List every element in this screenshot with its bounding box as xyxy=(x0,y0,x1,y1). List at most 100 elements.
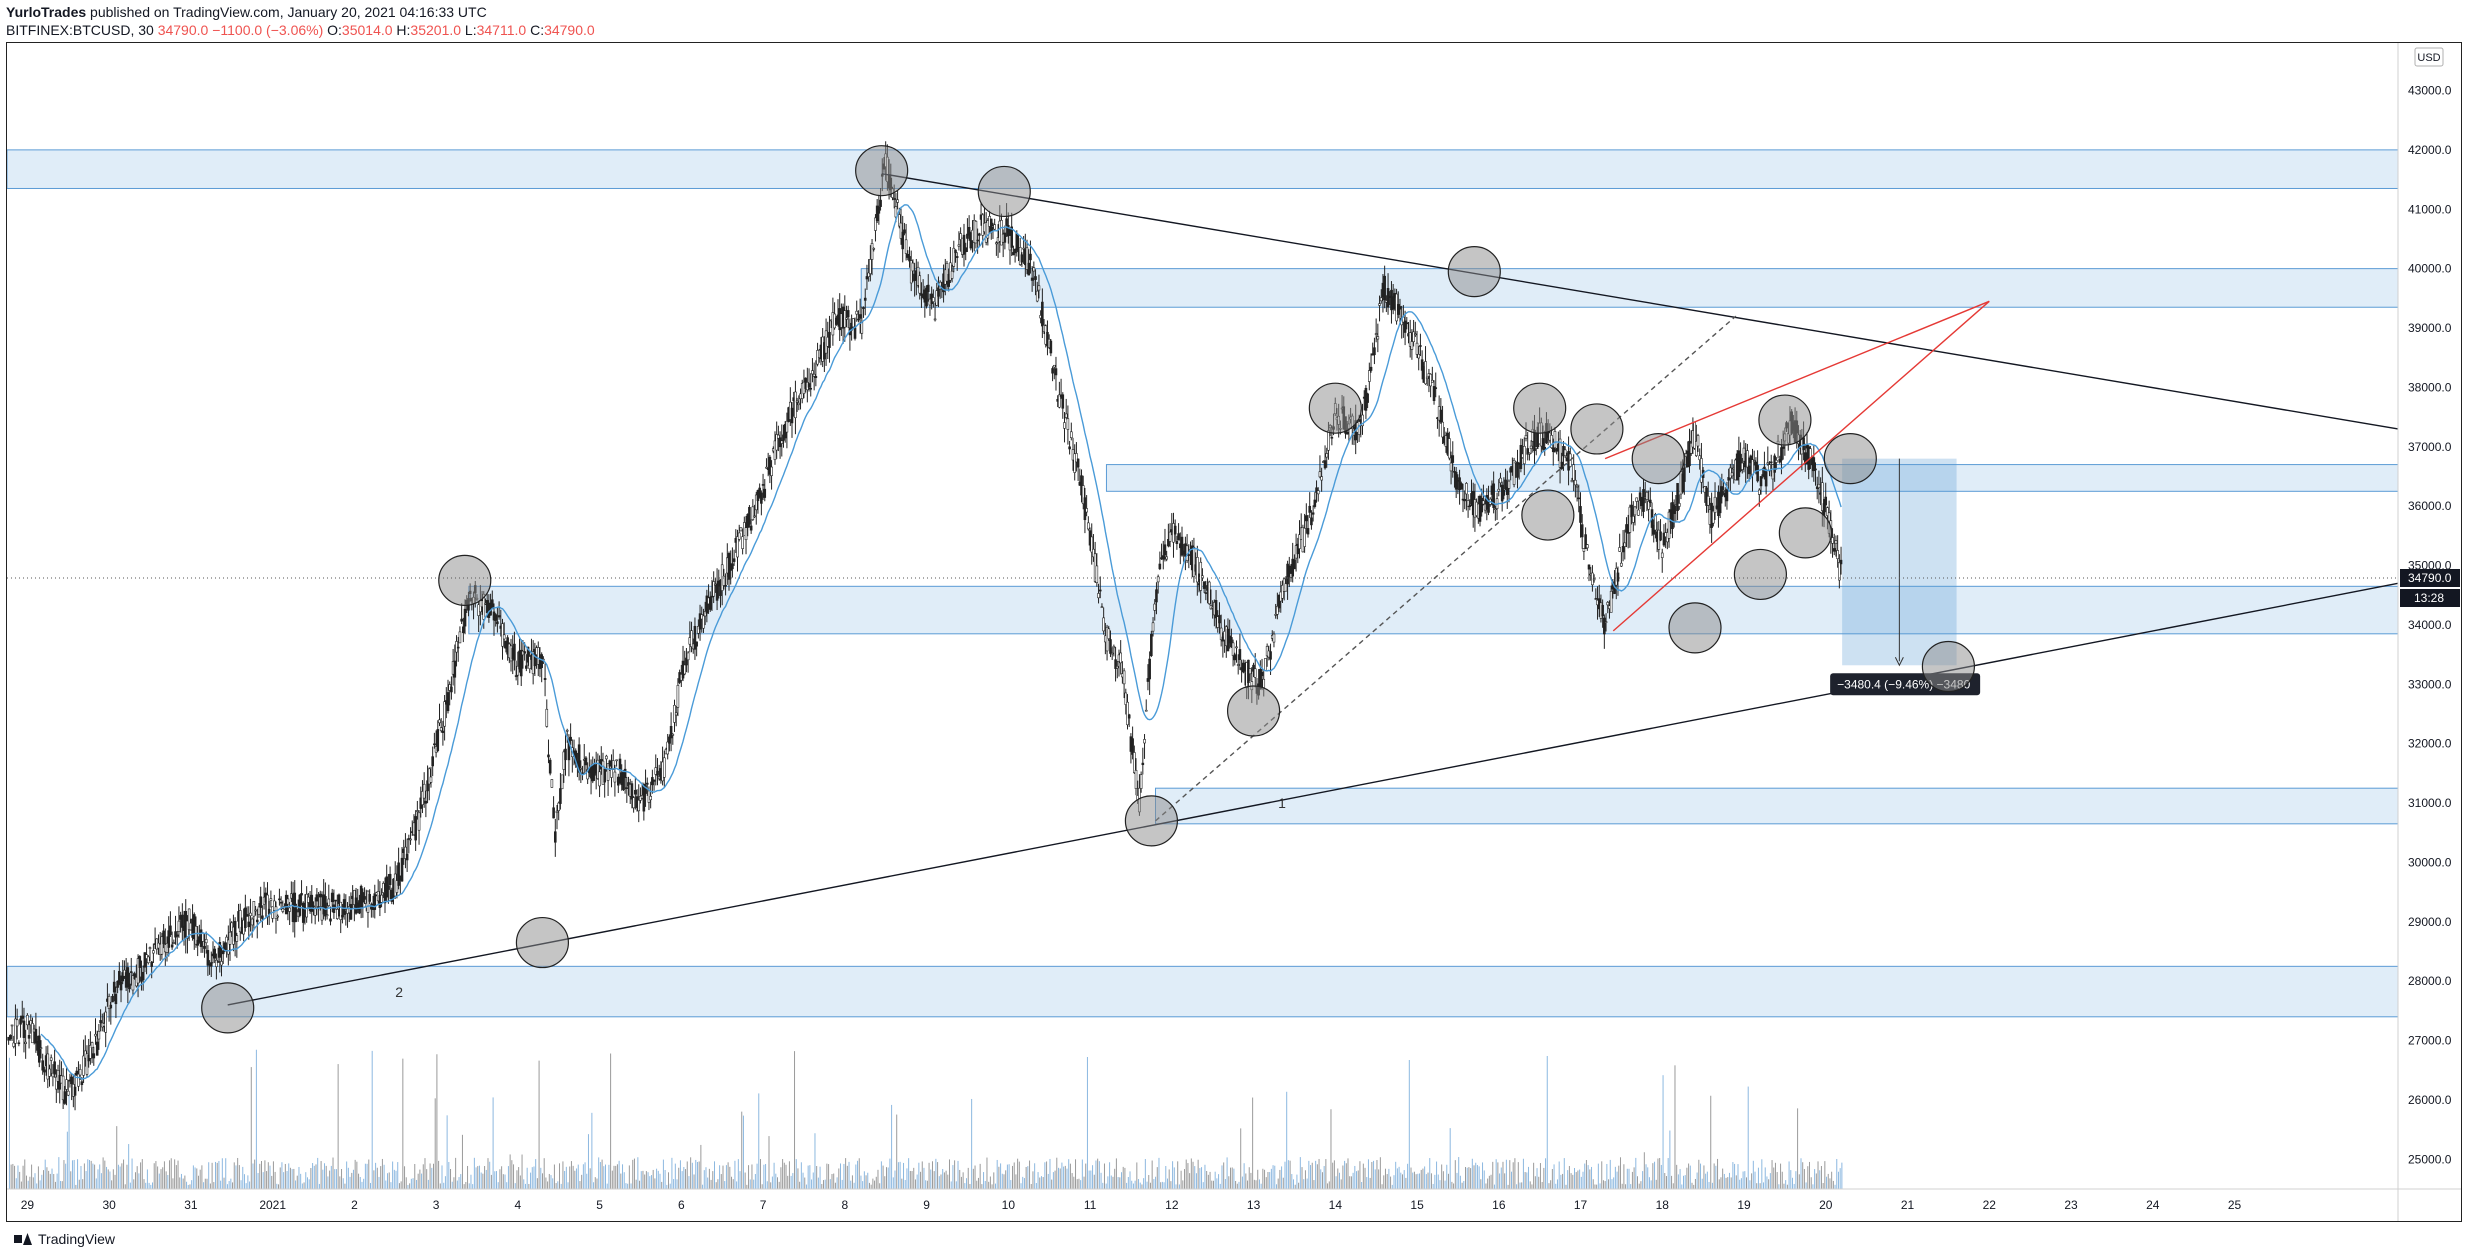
candle-body xyxy=(1006,225,1010,237)
candle-body xyxy=(1439,409,1443,423)
candle-body xyxy=(865,276,869,280)
candle-body xyxy=(737,532,741,540)
candle-body xyxy=(1035,290,1039,302)
price-chart[interactable]: −3480.4 (−9.46%) −34801225000.026000.027… xyxy=(7,43,2461,1221)
candle-body xyxy=(1143,739,1146,744)
candle-body xyxy=(557,802,561,811)
candle-body xyxy=(1449,462,1453,472)
candle-body xyxy=(1698,455,1702,461)
pivot-circle xyxy=(1513,382,1567,434)
candle-body xyxy=(443,701,446,727)
candle-body xyxy=(51,1072,55,1078)
candle-body xyxy=(899,222,903,239)
annotation-label: 2 xyxy=(395,984,403,1000)
pivot-circle xyxy=(515,916,570,969)
candle-body xyxy=(387,885,390,890)
zone-4 xyxy=(1154,787,2399,825)
candle-body xyxy=(1097,593,1100,599)
candle-body xyxy=(250,918,254,926)
candle-body xyxy=(1029,253,1032,261)
candle-body xyxy=(295,909,298,913)
candle-body xyxy=(955,256,959,258)
candle-body xyxy=(703,611,707,617)
candle-body xyxy=(1100,606,1104,609)
price-tick-label: 29000.0 xyxy=(2408,915,2452,929)
candle-body xyxy=(1087,522,1090,530)
candle-body xyxy=(1594,598,1598,600)
zone-3 xyxy=(468,585,2399,635)
candle-body xyxy=(669,726,673,739)
footer: TradingView xyxy=(14,1231,115,1247)
candle-body xyxy=(1465,483,1468,495)
candle-body xyxy=(29,1020,33,1026)
high-value: 35201.0 xyxy=(410,22,462,38)
candle-body xyxy=(1718,492,1722,514)
candle-body xyxy=(1633,506,1637,516)
candle-body xyxy=(540,654,543,669)
candle-body xyxy=(1487,501,1490,513)
candle-body xyxy=(441,730,445,733)
candle-body xyxy=(460,618,463,622)
author-name[interactable]: YurloTrades xyxy=(6,4,87,20)
candle-body xyxy=(712,581,715,597)
candle-body xyxy=(1150,634,1153,657)
candle-body xyxy=(431,756,434,767)
candle-body xyxy=(1196,557,1199,583)
candle-body xyxy=(315,894,319,902)
candle-body xyxy=(1095,565,1099,583)
candle-body xyxy=(1015,233,1019,251)
candle-body xyxy=(1730,472,1734,477)
candle-body xyxy=(567,738,571,761)
candle-body xyxy=(618,758,622,770)
candle-body xyxy=(75,1070,79,1076)
candle-body xyxy=(1528,452,1531,455)
low-value: 34711.0 xyxy=(476,22,527,38)
candle-body xyxy=(1550,435,1553,449)
candle-body xyxy=(674,712,678,716)
price-tick-label: 31000.0 xyxy=(2408,796,2452,810)
candle-body xyxy=(235,935,239,942)
candle-body xyxy=(1618,547,1621,552)
candle-body xyxy=(39,1047,43,1049)
candle-body xyxy=(1463,498,1466,502)
candle-body xyxy=(1277,594,1281,609)
candle-body xyxy=(373,893,377,910)
candle-body xyxy=(775,434,778,451)
candle-body xyxy=(1441,421,1444,438)
candle-body xyxy=(722,575,726,586)
candle-body xyxy=(1534,446,1538,449)
candle-body xyxy=(1303,527,1306,547)
candle-body xyxy=(55,1076,58,1090)
last-price: 34790.0 xyxy=(157,22,209,38)
price-tick-label: 26000.0 xyxy=(2408,1093,2452,1107)
candle-body xyxy=(1780,447,1783,461)
candle-body xyxy=(353,890,356,905)
candle-body xyxy=(1580,524,1584,538)
candle-body xyxy=(1832,548,1836,552)
price-tick-label: 25000.0 xyxy=(2408,1152,2452,1166)
candle-body xyxy=(761,484,765,486)
footer-brand[interactable]: TradingView xyxy=(38,1231,116,1247)
candle-body xyxy=(1020,254,1024,263)
pivot-circle xyxy=(1778,507,1832,559)
chart-frame[interactable]: −3480.4 (−9.46%) −3480 1 2 25000.0 26000.0 27… xyxy=(6,42,2462,1222)
pivot-circle xyxy=(1758,394,1812,446)
candle-body xyxy=(148,947,152,949)
candle-body xyxy=(1000,220,1003,246)
candle-body xyxy=(545,708,549,727)
candle-body xyxy=(422,783,426,799)
candle-body xyxy=(1432,386,1436,402)
candle-body xyxy=(1480,497,1484,513)
candle-body xyxy=(427,768,431,785)
candle-body xyxy=(1587,564,1591,570)
candle-body xyxy=(1127,714,1131,719)
candle-body xyxy=(1482,500,1485,505)
candle-body xyxy=(97,1031,101,1040)
candle-body xyxy=(20,1015,24,1019)
candle-body xyxy=(613,771,617,783)
candle-body xyxy=(247,921,251,928)
candle-body xyxy=(1049,340,1053,354)
candle-body xyxy=(666,741,669,755)
candle-body xyxy=(1434,387,1438,389)
candle-body xyxy=(1207,581,1211,605)
